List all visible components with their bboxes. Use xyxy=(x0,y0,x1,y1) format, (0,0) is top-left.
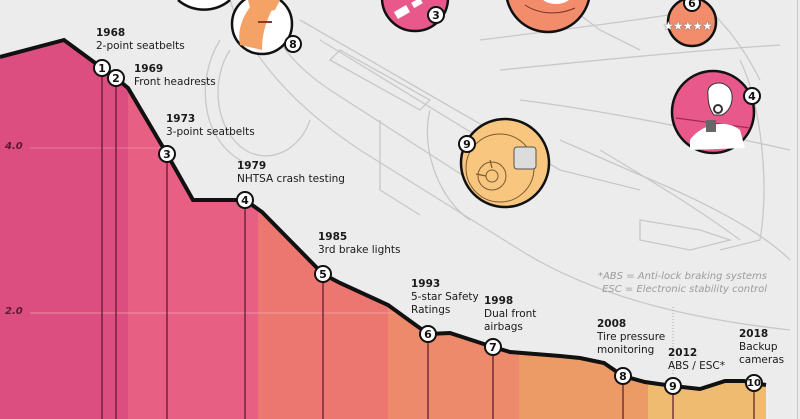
illustration-circle-top-left xyxy=(177,0,231,11)
marker-3: 3 xyxy=(158,145,176,163)
annotation-text: 3-point seatbelts xyxy=(166,126,255,138)
annotation-year: 2012 xyxy=(668,347,698,359)
annotation-text: 5-star Safety xyxy=(411,291,479,303)
annotation-2012: 2012 ABS / ESC* xyxy=(668,347,725,373)
illustration-abs-brake xyxy=(459,117,551,209)
trend-line xyxy=(0,37,767,392)
annotation-year: 2008 xyxy=(597,318,627,330)
illustration-headrest xyxy=(505,0,591,34)
illustration-crash-test xyxy=(670,69,756,155)
illustration-safety-ratings xyxy=(666,0,718,48)
five-star-rating-icon: ★★★★★ xyxy=(663,19,713,33)
annotation-year: 1998 xyxy=(484,295,514,307)
annotation-text: Ratings xyxy=(411,304,451,316)
footnote-esc: ESC = Electronic stability control xyxy=(602,284,767,295)
annotation-year: 2018 xyxy=(739,328,769,340)
annotation-year: 1985 xyxy=(318,231,348,243)
marker-1: 1 xyxy=(93,59,111,77)
abbreviation-footnote: *ABS = Anti-lock braking systems ESC = E… xyxy=(598,270,767,296)
annotation-1985: 1985 3rd brake lights xyxy=(318,231,400,257)
annotation-1968: 1968 2-point seatbelts xyxy=(96,27,185,53)
marker-5: 5 xyxy=(314,265,332,283)
illustration-badge-3: 3 xyxy=(427,6,445,24)
marker-6: 6 xyxy=(419,325,437,343)
annotation-year: 1979 xyxy=(237,160,267,172)
marker-4: 4 xyxy=(236,191,254,209)
illustration-badge-4: 4 xyxy=(743,87,761,105)
annotation-text: NHTSA crash testing xyxy=(237,173,345,185)
illustration-tire-pressure xyxy=(230,0,294,56)
y-tick-4: 4.0 xyxy=(5,141,23,152)
y-tick-2: 2.0 xyxy=(5,306,23,317)
annotation-text: Dual front xyxy=(484,308,537,320)
annotation-text: airbags xyxy=(484,321,523,333)
annotation-text: cameras xyxy=(739,354,785,366)
annotation-1979: 1979 NHTSA crash testing xyxy=(237,160,345,186)
annotation-text: 2-point seatbelts xyxy=(96,40,185,52)
annotation-text: Backup xyxy=(739,341,778,353)
annotation-1969: 1969 Front headrests xyxy=(134,63,216,89)
annotation-year: 1969 xyxy=(134,63,164,75)
annotation-text: Tire pressure xyxy=(597,331,666,343)
annotation-year: 1968 xyxy=(96,27,126,39)
annotation-text: Front headrests xyxy=(134,76,216,88)
marker-8: 8 xyxy=(614,367,632,385)
illustration-badge-6: 6 xyxy=(683,0,701,12)
annotation-text: ABS / ESC* xyxy=(668,360,725,372)
illustration-badge-8: 8 xyxy=(284,35,302,53)
marker-9: 9 xyxy=(664,377,682,395)
marker-2: 2 xyxy=(107,69,125,87)
annotation-1993: 1993 5-star Safety Ratings xyxy=(411,278,479,317)
marker-10: 10 xyxy=(745,374,763,392)
annotation-2018: 2018 Backup cameras xyxy=(739,328,784,367)
marker-7: 7 xyxy=(484,338,502,356)
annotation-text: 3rd brake lights xyxy=(318,244,401,256)
illustration-badge-9: 9 xyxy=(458,135,476,153)
frame-border xyxy=(797,0,798,419)
annotation-year: 1993 xyxy=(411,278,441,290)
annotation-1973: 1973 3-point seatbelts xyxy=(166,113,255,139)
annotation-year: 1973 xyxy=(166,113,196,125)
annotation-1998: 1998 Dual front airbags xyxy=(484,295,536,334)
annotation-2008: 2008 Tire pressure monitoring xyxy=(597,318,665,357)
footnote-abs: *ABS = Anti-lock braking systems xyxy=(597,271,767,282)
annotation-text: monitoring xyxy=(597,344,655,356)
